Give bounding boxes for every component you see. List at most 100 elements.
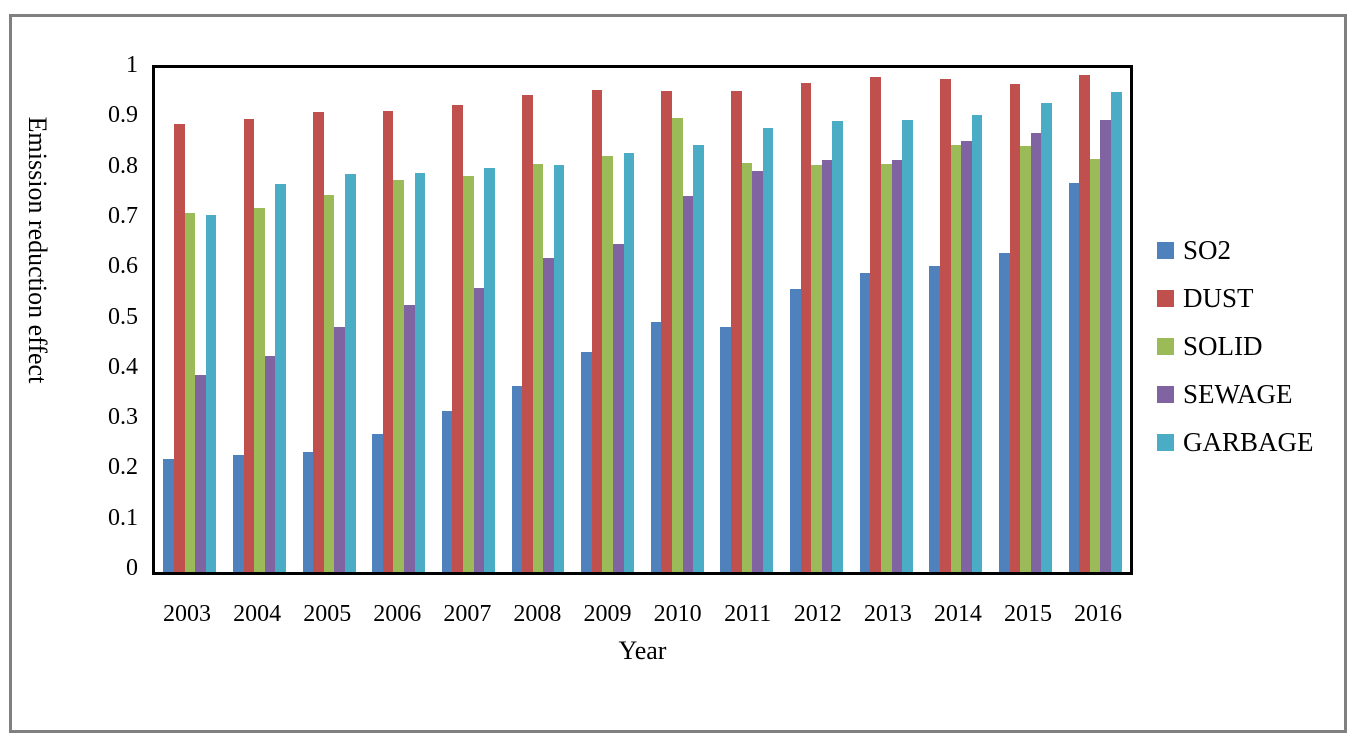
bar-solid-2013 xyxy=(880,163,892,572)
bar-group-2015 xyxy=(991,68,1061,572)
bar-so2-2004 xyxy=(232,455,244,572)
x-tick-label-2003: 2003 xyxy=(163,601,212,627)
bar-garbage-2005 xyxy=(344,174,356,572)
y-tick-label-0.7: 0.7 xyxy=(108,202,138,229)
x-axis-ticks: 2003 2004 2005 2006 2007 2008 2009 2010 2011 2012… xyxy=(152,600,1133,628)
bar-dust-2014 xyxy=(939,78,951,572)
bar-sewage-2016 xyxy=(1100,120,1112,572)
bar-group-2008 xyxy=(503,68,573,572)
bar-sewage-2011 xyxy=(752,170,763,572)
bar-dust-2016 xyxy=(1079,74,1090,572)
bar-garbage-2007 xyxy=(484,168,495,572)
bar-solid-2016 xyxy=(1089,158,1101,572)
x-tick-label-2012: 2012 xyxy=(793,601,842,627)
bar-solid-2006 xyxy=(393,179,405,572)
legend-label-dust: DUST xyxy=(1183,282,1254,313)
bar-sewage-2003 xyxy=(195,374,206,572)
bar-dust-2006 xyxy=(382,110,394,572)
bar-dust-2011 xyxy=(731,90,742,572)
legend-label-garbage: GARBAGE xyxy=(1183,426,1314,457)
legend-swatch-so2 xyxy=(1157,241,1174,259)
bar-so2-2016 xyxy=(1068,183,1080,572)
bar-group-2003 xyxy=(155,68,225,572)
bar-so2-2008 xyxy=(511,385,523,572)
bar-garbage-2011 xyxy=(762,127,774,572)
legend-swatch-sewage xyxy=(1157,385,1174,403)
bar-garbage-2009 xyxy=(623,153,635,572)
legend-label-solid: SOLID xyxy=(1183,330,1263,361)
bar-row-2004 xyxy=(232,68,286,572)
plot-area-inner xyxy=(155,68,1130,572)
bar-row-2013 xyxy=(859,68,913,572)
legend-swatch-garbage xyxy=(1157,433,1174,451)
bar-sewage-2008 xyxy=(543,257,554,572)
bar-sewage-2004 xyxy=(264,356,276,572)
bar-solid-2011 xyxy=(741,162,753,572)
bar-so2-2003 xyxy=(163,458,174,572)
bar-row-2006 xyxy=(372,68,426,572)
bar-group-2006 xyxy=(364,68,434,572)
bar-sewage-2010 xyxy=(682,195,694,572)
x-axis-title: Year xyxy=(618,636,667,665)
bar-solid-2005 xyxy=(323,194,335,572)
bar-group-2016 xyxy=(1060,68,1130,572)
legend-label-sewage: SEWAGE xyxy=(1183,378,1293,409)
y-tick-label-0.5: 0.5 xyxy=(108,303,138,330)
bar-dust-2005 xyxy=(313,111,324,572)
bar-group-2014 xyxy=(921,68,991,572)
bar-row-2008 xyxy=(511,68,565,572)
bar-group-2005 xyxy=(294,68,364,572)
y-tick-label-0: 0 xyxy=(126,555,138,581)
legend-item-garbage: GARBAGE xyxy=(1157,418,1314,466)
bar-sewage-2013 xyxy=(891,159,903,572)
bar-so2-2011 xyxy=(720,326,732,572)
bar-garbage-2008 xyxy=(553,165,565,572)
legend-swatch-dust xyxy=(1157,289,1174,307)
y-tick-label-0.2: 0.2 xyxy=(108,454,138,481)
y-tick-label-0.6: 0.6 xyxy=(108,253,138,280)
x-tick-label-2005: 2005 xyxy=(303,601,352,627)
bar-solid-2008 xyxy=(532,163,544,572)
bar-group-2010 xyxy=(642,68,712,572)
bar-garbage-2003 xyxy=(205,215,217,572)
bar-group-2013 xyxy=(851,68,921,572)
bar-sewage-2012 xyxy=(821,160,833,572)
bar-dust-2013 xyxy=(870,77,881,572)
bar-group-2004 xyxy=(225,68,295,572)
bar-garbage-2004 xyxy=(275,183,286,572)
bar-solid-2003 xyxy=(184,213,196,572)
bar-garbage-2013 xyxy=(902,120,913,572)
legend-item-solid: SOLID xyxy=(1157,322,1314,370)
legend-item-sewage: SEWAGE xyxy=(1157,370,1314,418)
bar-solid-2014 xyxy=(950,145,962,572)
bar-row-2009 xyxy=(581,68,635,572)
bar-solid-2004 xyxy=(254,207,265,572)
y-tick-label-0.1: 0.1 xyxy=(108,504,138,531)
legend-label-so2: SO2 xyxy=(1183,234,1232,265)
bar-sewage-2005 xyxy=(334,327,345,572)
bar-group-2012 xyxy=(782,68,852,572)
x-tick-label-2009: 2009 xyxy=(583,601,632,627)
bar-dust-2004 xyxy=(243,118,255,572)
y-tick-label-0.4: 0.4 xyxy=(108,353,138,380)
bar-garbage-2014 xyxy=(971,114,983,572)
bar-dust-2003 xyxy=(173,123,185,572)
bar-row-2007 xyxy=(441,68,495,572)
bar-sewage-2006 xyxy=(404,304,415,572)
x-tick-label-2006: 2006 xyxy=(373,601,422,627)
bar-solid-2015 xyxy=(1020,146,1031,572)
bar-so2-2009 xyxy=(581,352,592,572)
y-tick-label-1: 1 xyxy=(126,52,138,78)
bar-garbage-2012 xyxy=(832,121,844,572)
bar-group-2011 xyxy=(712,68,782,572)
bar-so2-2012 xyxy=(790,288,801,572)
y-tick-label-0.8: 0.8 xyxy=(108,152,138,179)
bar-sewage-2015 xyxy=(1030,132,1042,572)
bar-solid-2010 xyxy=(671,118,683,572)
bar-dust-2008 xyxy=(522,94,533,572)
bar-solid-2007 xyxy=(463,175,474,572)
bar-garbage-2015 xyxy=(1041,103,1052,572)
bar-row-2003 xyxy=(163,68,217,572)
x-tick-label-2015: 2015 xyxy=(1003,601,1052,627)
